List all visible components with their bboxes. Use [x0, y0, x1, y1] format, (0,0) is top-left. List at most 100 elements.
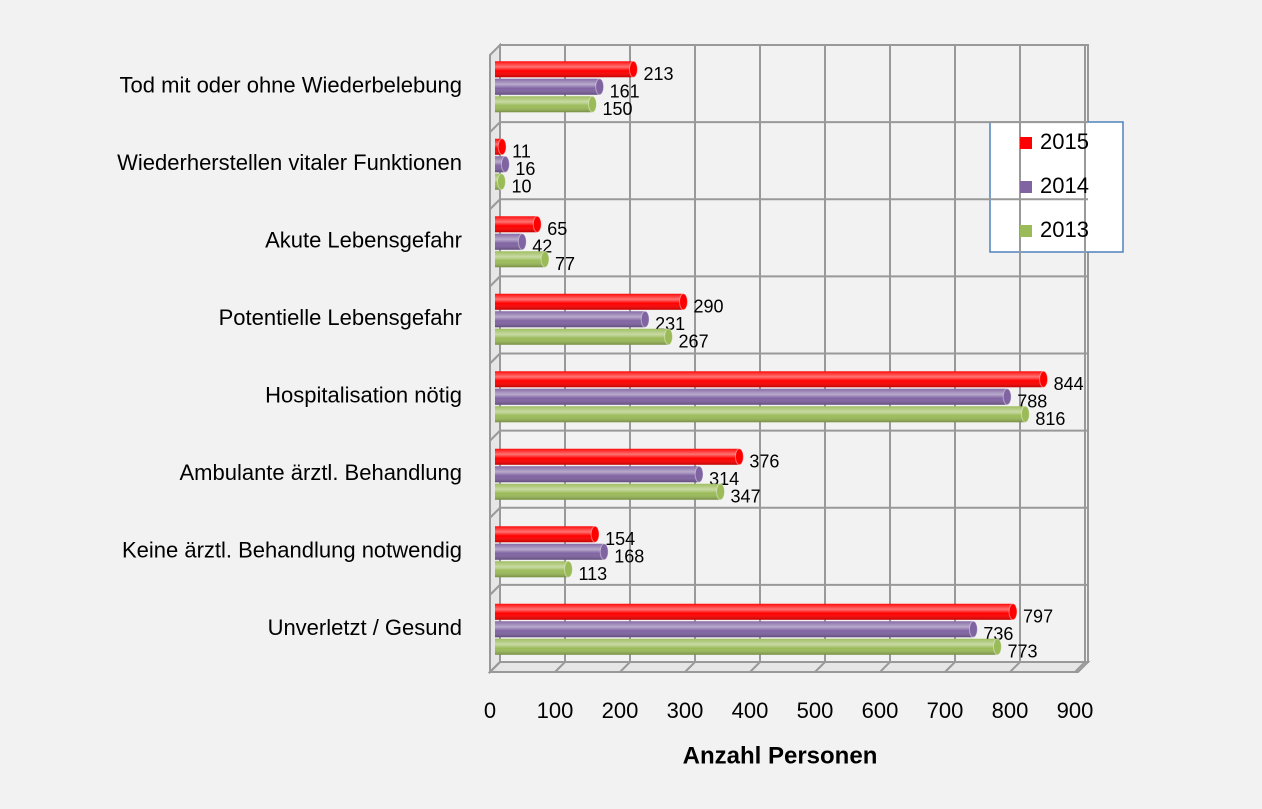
bar-cap [517, 233, 527, 251]
value-label: 816 [1035, 409, 1065, 429]
value-label: 77 [555, 254, 575, 274]
category-grid [489, 429, 501, 442]
x-tick-label: 400 [732, 698, 769, 723]
bar-shine [495, 561, 569, 578]
x-tick-label: 900 [1057, 698, 1094, 723]
value-label: 150 [603, 99, 633, 119]
bar-cap [599, 543, 609, 561]
x-tick-label: 800 [992, 698, 1029, 723]
category-label: Hospitalisation nötig [265, 383, 462, 408]
tick-mark [879, 661, 891, 673]
bar-cap [1002, 388, 1012, 406]
bar-cap [588, 95, 597, 113]
legend-swatch [1020, 181, 1032, 193]
value-label: 168 [614, 547, 644, 567]
x-tick-label: 700 [927, 698, 964, 723]
value-label: 290 [694, 297, 724, 317]
x-tick-label: 300 [667, 698, 704, 723]
category-label: Potentielle Lebensgefahr [219, 305, 462, 330]
tick-mark [1009, 661, 1021, 673]
category-label: Tod mit oder ohne Wiederbelebung [120, 73, 462, 98]
x-tick-label: 600 [862, 698, 899, 723]
bar-shine [495, 156, 506, 173]
tick-mark [944, 661, 956, 673]
bar-cap [734, 448, 744, 466]
bar-cap [992, 638, 1002, 656]
value-label: 213 [643, 64, 673, 84]
bar-cap [679, 293, 688, 311]
bar-cap [664, 328, 674, 346]
x-tick-label: 0 [484, 698, 496, 723]
bar-shine [495, 311, 646, 328]
value-label: 773 [1007, 642, 1037, 662]
bar-cap [497, 173, 506, 191]
value-label: 154 [605, 529, 635, 549]
value-label: 10 [512, 177, 532, 197]
value-label: 113 [578, 564, 607, 584]
category-grid [489, 121, 501, 133]
bar-cap [595, 78, 605, 96]
tick-mark [749, 661, 761, 673]
bar-shine [495, 251, 546, 268]
bar-cap [1039, 370, 1049, 388]
bar-shine [495, 621, 974, 638]
bar-shine [495, 371, 1044, 388]
tick-mark [1074, 661, 1086, 673]
legend-label: 2013 [1040, 217, 1089, 242]
tick-mark [554, 661, 566, 673]
category-grid [489, 584, 501, 596]
category-label: Unverletzt / Gesund [268, 615, 462, 640]
tick-mark [619, 661, 631, 673]
bar-cap [497, 138, 507, 156]
bar-cap [716, 483, 726, 501]
bar-shine [495, 406, 1026, 423]
bar-cap [540, 250, 550, 268]
legend-label: 2015 [1040, 129, 1089, 154]
legend-swatch [1020, 137, 1032, 149]
bar-cap [563, 560, 573, 578]
value-label: 844 [1054, 374, 1084, 394]
bar-shine [495, 466, 700, 483]
value-label: 65 [547, 219, 567, 239]
legend-swatch [1020, 225, 1032, 237]
x-tick-label: 200 [602, 698, 639, 723]
bar-shine [495, 603, 1014, 620]
bar-shine [495, 388, 1008, 405]
bar-shine [495, 216, 538, 233]
bar-shine [495, 233, 523, 250]
tick-mark [814, 661, 826, 673]
bar-cap [532, 215, 542, 233]
value-label: 161 [610, 82, 640, 102]
bar-cap [590, 525, 600, 543]
category-grid [489, 507, 501, 519]
bar-cap [968, 620, 978, 638]
category-label: Akute Lebensgefahr [265, 228, 462, 253]
category-label: Ambulante ärztl. Behandlung [179, 460, 462, 485]
bar-shine [495, 61, 634, 78]
bar-cap [628, 60, 638, 78]
bar-shine [495, 483, 721, 500]
value-label: 347 [731, 487, 761, 507]
bar-cap [500, 155, 510, 173]
bar-shine [495, 78, 600, 95]
bar-shine [495, 543, 605, 560]
bar-cap [1008, 603, 1018, 621]
bar-shine [495, 448, 740, 465]
bar-cap [694, 465, 704, 483]
tick-mark [684, 661, 696, 673]
category-label: Keine ärztl. Behandlung notwendig [122, 538, 462, 563]
tick-mark [489, 661, 501, 673]
category-label: Wiederherstellen vitaler Funktionen [117, 150, 462, 175]
x-axis-title: Anzahl Personen [683, 742, 878, 769]
value-label: 376 [749, 452, 779, 472]
value-label: 16 [515, 159, 535, 179]
category-grid [489, 352, 501, 365]
x-tick-label: 500 [797, 698, 834, 723]
value-label: 267 [679, 332, 709, 352]
bar-shine [495, 638, 998, 655]
floor [487, 661, 1091, 673]
category-grid [489, 198, 501, 210]
bar-cap [640, 310, 650, 328]
x-tick-label: 100 [537, 698, 574, 723]
